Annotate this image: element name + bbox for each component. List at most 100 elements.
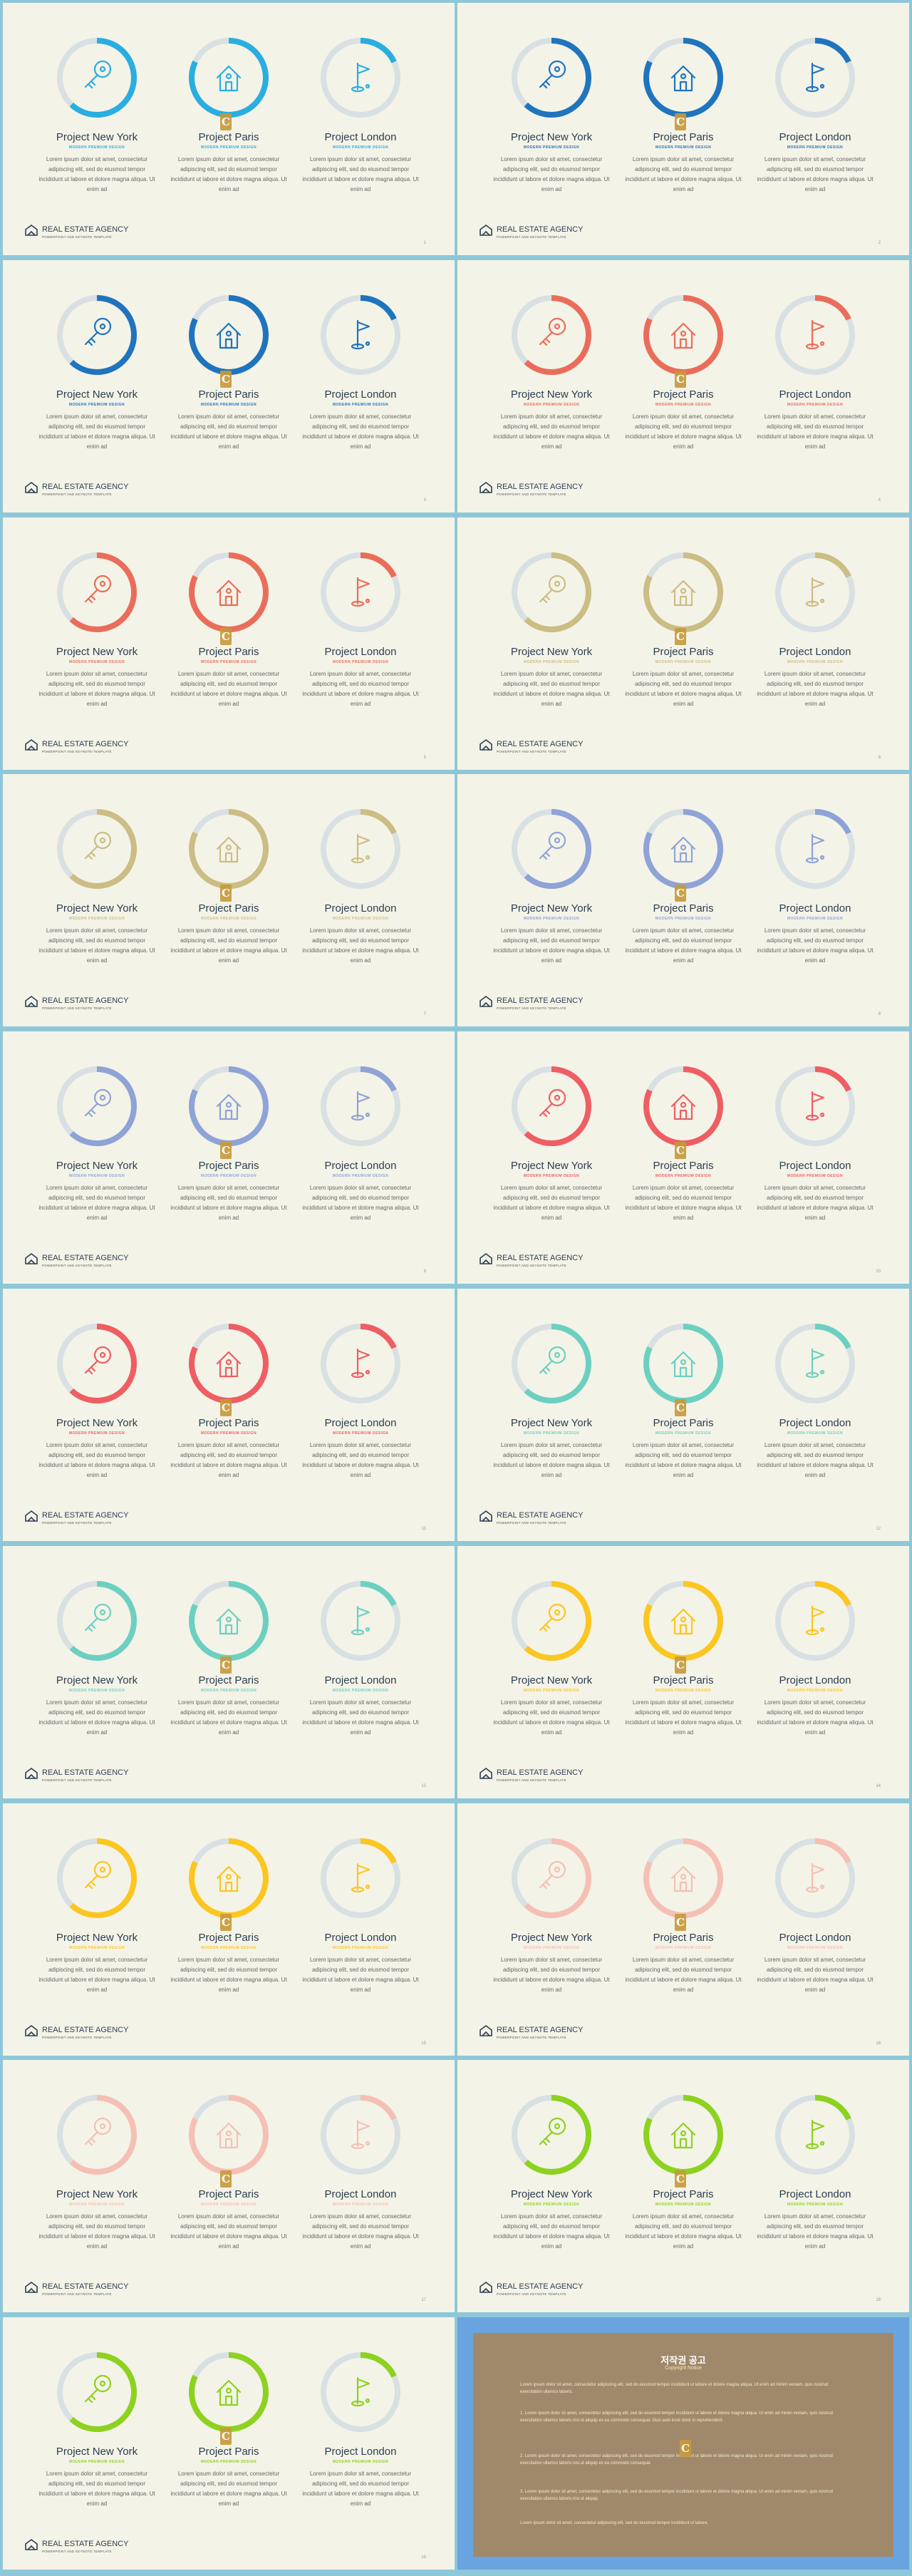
project-card: Project London MODERN PREMIUM DESIGN Lorem… bbox=[289, 1803, 432, 2017]
progress-ring bbox=[321, 2095, 400, 2175]
project-card: Project Paris MODERN PREMIUM DESIGN Lorem … bbox=[612, 260, 755, 474]
project-description: Lorem ipsum dolor sit amet, consectetur … bbox=[625, 1699, 742, 1736]
c-mark-icon: C bbox=[675, 113, 686, 130]
copyright-slide[interactable]: 저작권 공고 Copyright Notice Lorem ipsum dolor … bbox=[457, 2317, 909, 2570]
project-title: Project New York bbox=[510, 1160, 593, 1173]
project-card: Project New York MODERN PREMIUM DESIGN Lor… bbox=[26, 1803, 168, 2017]
project-card: Project London MODERN PREMIUM DESIGN Lorem… bbox=[744, 1031, 886, 1245]
c-mark-icon: C bbox=[220, 885, 232, 902]
project-card: Project Paris MODERN PREMIUM DESIGN Lorem … bbox=[157, 3, 300, 217]
project-title: Project New York bbox=[56, 1417, 138, 1429]
slide-11[interactable]: Project New York MODERN PREMIUM DESIGN Lor… bbox=[3, 1289, 455, 1541]
agency-logo-icon bbox=[25, 481, 38, 493]
slide-6[interactable]: Project New York MODERN PREMIUM DESIGN Lor… bbox=[457, 517, 909, 770]
progress-ring bbox=[57, 1324, 137, 1403]
slide-16[interactable]: Project New York MODERN PREMIUM DESIGN Lor… bbox=[457, 1803, 909, 2056]
slide-10[interactable]: Project New York MODERN PREMIUM DESIGN Lor… bbox=[457, 1031, 909, 1284]
house-icon bbox=[670, 1608, 696, 1634]
project-title: Project London bbox=[324, 2188, 397, 2201]
project-card: Project New York MODERN PREMIUM DESIGN Lor… bbox=[480, 517, 623, 731]
slide-19[interactable]: Project New York MODERN PREMIUM DESIGN Lor… bbox=[3, 2317, 455, 2570]
brand-tagline: POWERPOINT AND KEYNOTE TEMPLATE bbox=[497, 1006, 566, 1011]
key-icon bbox=[539, 2118, 566, 2146]
project-subtitle: MODERN PREMIUM DESIGN bbox=[332, 1431, 389, 1436]
project-subtitle: MODERN PREMIUM DESIGN bbox=[655, 1945, 712, 1950]
project-title: Project London bbox=[324, 1417, 397, 1429]
ring-progress bbox=[57, 1580, 137, 1661]
progress-ring bbox=[643, 552, 723, 632]
progress-ring bbox=[57, 1580, 137, 1661]
slide-2[interactable]: Project New York MODERN PREMIUM DESIGN Lor… bbox=[457, 3, 909, 255]
project-subtitle: MODERN PREMIUM DESIGN bbox=[332, 1688, 389, 1693]
project-title: Project Paris bbox=[198, 1160, 259, 1173]
flag-icon bbox=[351, 62, 370, 93]
agency-logo-icon bbox=[480, 996, 492, 1008]
flag-icon bbox=[351, 1863, 370, 1892]
slide-8[interactable]: Project New York MODERN PREMIUM DESIGN Lor… bbox=[457, 774, 909, 1027]
project-title: Project London bbox=[779, 388, 851, 401]
flag-icon bbox=[351, 1091, 370, 1121]
slide-12[interactable]: Project New York MODERN PREMIUM DESIGN Lor… bbox=[457, 1289, 909, 1541]
house-icon bbox=[216, 2380, 242, 2406]
project-title: Project Paris bbox=[653, 388, 714, 401]
project-description: Lorem ipsum dolor sit amet, consectetur … bbox=[170, 1956, 287, 1993]
ring-progress bbox=[321, 2095, 400, 2175]
key-icon bbox=[84, 575, 112, 603]
project-description: Lorem ipsum dolor sit amet, consectetur … bbox=[38, 2471, 155, 2508]
slide-7[interactable]: Project New York MODERN PREMIUM DESIGN Lor… bbox=[3, 774, 455, 1027]
project-title: Project New York bbox=[56, 1931, 138, 1944]
brand-name: REAL ESTATE AGENCY bbox=[497, 1768, 584, 1777]
progress-ring bbox=[512, 1324, 591, 1403]
slide-17[interactable]: Project New York MODERN PREMIUM DESIGN Lor… bbox=[3, 2060, 455, 2313]
slide-9[interactable]: Project New York MODERN PREMIUM DESIGN Lor… bbox=[3, 1031, 455, 1284]
project-title: Project Paris bbox=[198, 1674, 259, 1686]
ring-progress bbox=[321, 1838, 400, 1918]
brand-name: REAL ESTATE AGENCY bbox=[42, 739, 129, 748]
project-title: Project New York bbox=[510, 2188, 593, 2201]
slide-3[interactable]: Project New York MODERN PREMIUM DESIGN Lor… bbox=[3, 259, 455, 512]
copyright-paragraph: Lorem ipsum dolor sit amet, consectetur … bbox=[520, 2521, 709, 2526]
page-number: 17 bbox=[421, 2298, 426, 2303]
slide-15[interactable]: Project New York MODERN PREMIUM DESIGN Lor… bbox=[3, 1803, 455, 2056]
project-description: Lorem ipsum dolor sit amet, consectetur … bbox=[625, 156, 742, 192]
c-mark-icon: C bbox=[675, 1913, 686, 1931]
ring-progress bbox=[57, 38, 137, 118]
project-subtitle: MODERN PREMIUM DESIGN bbox=[200, 659, 257, 664]
project-subtitle: MODERN PREMIUM DESIGN bbox=[200, 1945, 257, 1950]
slide-14[interactable]: Project New York MODERN PREMIUM DESIGN Lor… bbox=[457, 1545, 909, 1798]
slide-13[interactable]: Project New York MODERN PREMIUM DESIGN Lor… bbox=[3, 1545, 455, 1798]
flag-icon bbox=[805, 834, 825, 864]
project-card: Project Paris MODERN PREMIUM DESIGN Lorem … bbox=[612, 1031, 755, 1245]
key-icon bbox=[84, 2375, 112, 2404]
project-card: Project London MODERN PREMIUM DESIGN Lorem… bbox=[744, 774, 886, 988]
progress-ring bbox=[189, 1324, 269, 1403]
project-subtitle: MODERN PREMIUM DESIGN bbox=[332, 2203, 389, 2207]
progress-ring bbox=[512, 2095, 591, 2175]
project-title: Project London bbox=[779, 1160, 851, 1173]
ring-progress bbox=[321, 552, 400, 632]
brand-tagline: POWERPOINT AND KEYNOTE TEMPLATE bbox=[497, 2292, 566, 2297]
project-description: Lorem ipsum dolor sit amet, consectetur … bbox=[38, 413, 155, 450]
project-description: Lorem ipsum dolor sit amet, consectetur … bbox=[302, 670, 419, 707]
project-card: Project New York MODERN PREMIUM DESIGN Lor… bbox=[26, 260, 168, 474]
project-card: Project Paris MODERN PREMIUM DESIGN Lorem … bbox=[157, 1803, 300, 2017]
project-title: Project London bbox=[324, 2446, 397, 2458]
project-subtitle: MODERN PREMIUM DESIGN bbox=[68, 1688, 125, 1693]
brand-tagline: POWERPOINT AND KEYNOTE TEMPLATE bbox=[497, 492, 566, 496]
project-card: Project London MODERN PREMIUM DESIGN Lorem… bbox=[744, 1289, 886, 1503]
project-description: Lorem ipsum dolor sit amet, consectetur … bbox=[170, 2471, 287, 2508]
ring-progress bbox=[321, 2352, 400, 2433]
slide-18[interactable]: Project New York MODERN PREMIUM DESIGN Lor… bbox=[457, 2060, 909, 2313]
project-title: Project London bbox=[324, 902, 397, 915]
slide-4[interactable]: Project New York MODERN PREMIUM DESIGN Lor… bbox=[457, 259, 909, 512]
flag-icon bbox=[351, 2120, 370, 2150]
slide-5[interactable]: Project New York MODERN PREMIUM DESIGN Lor… bbox=[3, 517, 455, 770]
project-description: Lorem ipsum dolor sit amet, consectetur … bbox=[38, 670, 155, 707]
project-title: Project New York bbox=[510, 1931, 593, 1944]
project-card: Project Paris MODERN PREMIUM DESIGN Lorem … bbox=[612, 1803, 755, 2017]
key-icon bbox=[539, 575, 566, 603]
project-subtitle: MODERN PREMIUM DESIGN bbox=[523, 917, 580, 922]
slide-1[interactable]: Project New York MODERN PREMIUM DESIGN Lor… bbox=[3, 3, 455, 255]
project-description: Lorem ipsum dolor sit amet, consectetur … bbox=[170, 1699, 287, 1736]
project-description: Lorem ipsum dolor sit amet, consectetur … bbox=[625, 1956, 742, 1993]
